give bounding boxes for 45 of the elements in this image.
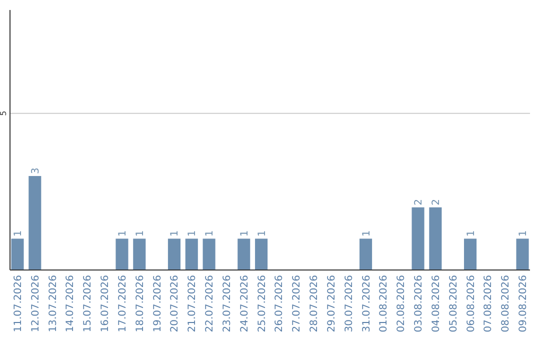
data-label: 1	[518, 230, 530, 237]
data-label: 2	[430, 198, 442, 206]
x-tick-label: 16.07.2026	[100, 275, 112, 332]
x-tick-label: 01.08.2026	[378, 275, 390, 332]
x-tick-label: 26.07.2026	[274, 275, 286, 332]
data-label: 2	[414, 198, 425, 206]
data-label: 1	[134, 230, 146, 237]
x-tick-label: 28.07.2026	[309, 275, 320, 332]
x-tick-label: 24.07.2026	[239, 275, 250, 332]
x-tick-label: 08.08.2026	[500, 275, 512, 332]
x-tick-label: 09.08.2026	[518, 275, 530, 332]
data-label: 1	[466, 230, 477, 237]
x-tick-label: 18.07.2026	[134, 275, 146, 332]
x-tick-label: 04.08.2026	[430, 275, 442, 332]
data-label: 1	[239, 230, 250, 237]
x-tick-label: 14.07.2026	[65, 275, 76, 332]
data-label: 1	[117, 230, 128, 237]
x-tick-label: 23.07.2026	[222, 275, 233, 332]
x-tick-label: 20.07.2026	[170, 275, 181, 332]
x-tick-label: 17.07.2026	[117, 275, 128, 332]
x-tick-label: 13.07.2026	[48, 275, 59, 332]
data-label: 3	[30, 168, 42, 174]
x-tick-label: 12.07.2026	[30, 275, 42, 332]
data-label: 1	[256, 230, 268, 237]
x-tick-label: 15.07.2026	[82, 275, 94, 332]
x-tick-label: 21.07.2026	[187, 275, 198, 332]
x-tick-label: 19.07.2026	[152, 275, 164, 332]
data-label: 1	[170, 230, 181, 237]
x-tick-label: 31.07.2026	[361, 275, 372, 332]
x-tick-label: 22.07.2026	[204, 275, 216, 332]
x-tick-label: 03.08.2026	[414, 275, 425, 332]
data-label: 1	[361, 230, 372, 237]
x-tick-label: 05.08.2026	[448, 275, 460, 332]
x-tick-label: 25.07.2026	[256, 275, 268, 332]
x-tick-label: 30.07.2026	[344, 275, 355, 332]
data-label: 1	[204, 230, 216, 237]
data-label: 1	[187, 230, 198, 237]
x-tick-label: 11.07.2026	[12, 275, 24, 332]
y-tick-label: 5	[0, 110, 8, 116]
x-tick-label: 06.08.2026	[466, 275, 477, 332]
data-label: 1	[12, 230, 24, 237]
x-tick-label: 27.07.2026	[292, 275, 303, 332]
x-tick-label: 29.07.2026	[326, 275, 338, 332]
x-tick-label: 07.08.2026	[483, 275, 494, 332]
x-tick-label: 02.08.2026	[396, 275, 408, 332]
